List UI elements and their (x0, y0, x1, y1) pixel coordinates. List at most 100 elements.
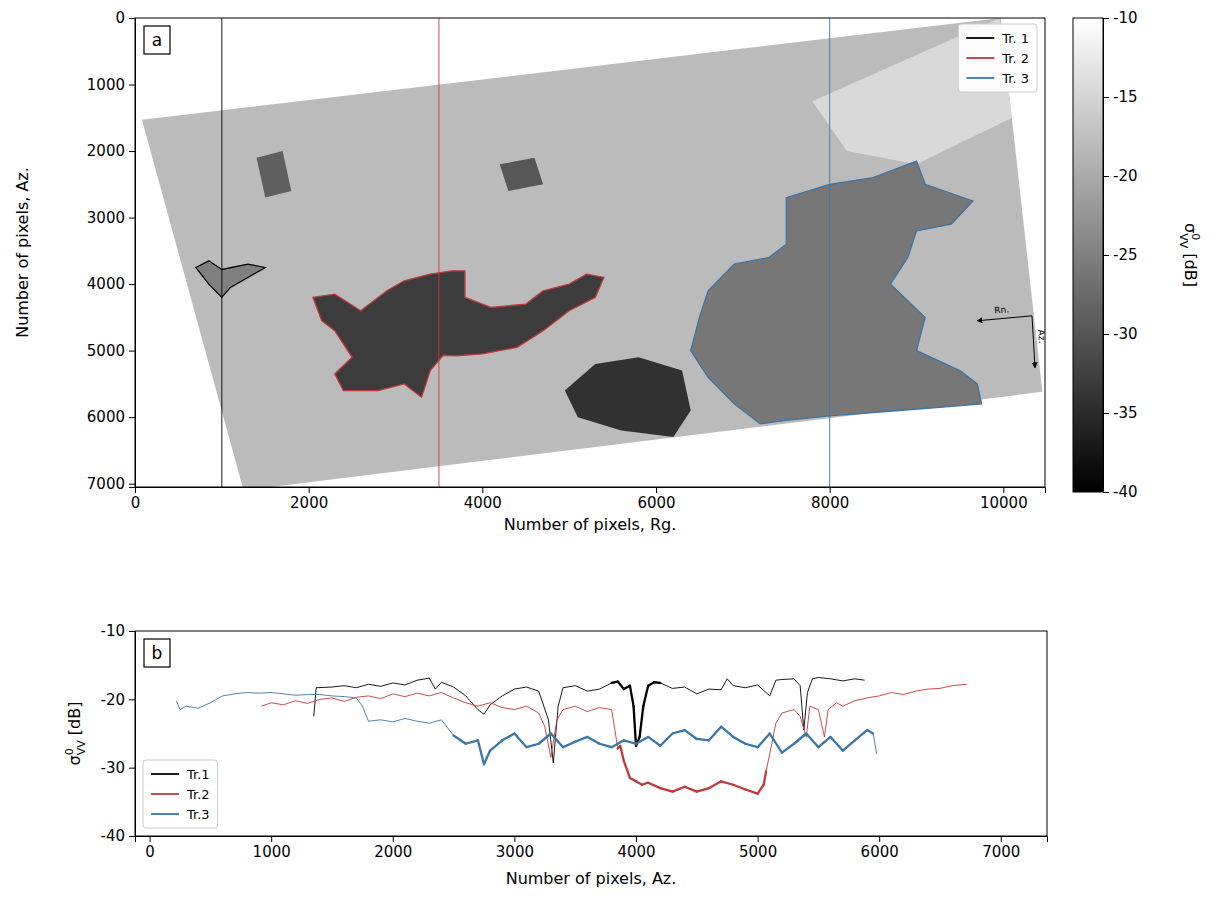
series-segment-inside (636, 737, 648, 744)
tick-mark (309, 487, 310, 493)
tick: 4000 (617, 836, 655, 861)
series-segment-inside (831, 737, 843, 751)
tick-mark (129, 836, 135, 837)
series-segment-inside (758, 734, 770, 748)
series-segment-inside (672, 787, 684, 792)
tick: -25 (1103, 246, 1138, 264)
slick-outline (313, 271, 604, 397)
tick-label: 0 (131, 494, 141, 512)
legend-label: Tr.1 (186, 767, 210, 782)
tick: 2000 (87, 142, 135, 160)
tick-mark (1001, 836, 1002, 842)
axis-line (129, 19, 136, 488)
panel-label: b (144, 639, 170, 667)
sar-image (142, 18, 1042, 487)
series-segment-inside (654, 681, 660, 684)
legend: Tr. 1Tr. 2Tr. 3 (958, 24, 1037, 92)
series-segment-inside (660, 788, 672, 791)
series-segment-inside (672, 730, 684, 733)
transect-line (438, 18, 439, 487)
series-segment-inside (454, 736, 466, 744)
tick-label: -35 (1113, 404, 1138, 422)
legend-label: Tr. 3 (1001, 71, 1029, 86)
tick-label: 5000 (739, 843, 777, 861)
series-segment-inside (709, 727, 721, 741)
colorbar (1073, 18, 1103, 492)
tick-label: 1000 (87, 76, 125, 94)
tick-label: -10 (101, 622, 126, 640)
series-segment-inside (685, 730, 697, 739)
series-segment-inside (575, 737, 587, 742)
tick-label: 0 (115, 9, 125, 27)
tick-label: 4000 (617, 843, 655, 861)
tick: 1000 (87, 76, 135, 94)
tick: -30 (1103, 325, 1138, 343)
tick: -20 (1103, 167, 1138, 185)
tick-label: 2000 (374, 843, 412, 861)
series-segment-inside (490, 740, 502, 750)
axis: -40-30-20-10 (101, 622, 136, 845)
series-segment-inside (697, 739, 709, 740)
tick-label: -40 (101, 827, 126, 845)
tick-label: -20 (101, 691, 126, 709)
tick: 0 (131, 487, 141, 512)
tick-mark (129, 417, 135, 418)
legend-label: Tr.3 (186, 807, 210, 822)
legend-swatch (151, 773, 179, 775)
series-segment-inside (630, 686, 634, 707)
series-segment-inside (640, 706, 644, 737)
slick-outline (691, 161, 982, 424)
tick-label: 0 (145, 843, 155, 861)
tick-label: 7000 (87, 475, 125, 493)
tick: 6000 (861, 836, 899, 861)
tick-mark (1003, 487, 1004, 493)
image-region (257, 151, 292, 198)
tick-mark (1103, 255, 1109, 256)
series-segment-inside (745, 744, 757, 747)
tick-mark (129, 351, 135, 352)
series-segment-inside (721, 781, 733, 784)
tick: -10 (1103, 9, 1138, 27)
tick: -20 (101, 691, 136, 709)
plot-area (142, 18, 1042, 487)
panel-label: a (144, 26, 170, 54)
panel-label-text: b (152, 643, 163, 663)
axis: -40-35-30-25-20-15-10 (1103, 9, 1138, 501)
tick-mark (514, 836, 515, 842)
tick-label: 3000 (87, 209, 125, 227)
tick-mark (758, 836, 759, 842)
series-line (176, 693, 876, 765)
tick-mark (129, 484, 135, 485)
series-segment-inside (648, 783, 660, 788)
axis-title: σ0VV[dB] (1177, 223, 1202, 287)
series-segment-inside (612, 740, 624, 747)
axis: 01000200030004000500060007000 (87, 9, 136, 493)
legend-swatch (966, 57, 994, 59)
tick-mark (1103, 176, 1109, 177)
axis-title-subscript: VV (75, 740, 88, 756)
legend-swatch (966, 77, 994, 79)
tick-label: -25 (1113, 246, 1138, 264)
series-segment-inside (618, 682, 624, 690)
x-axis-title: Number of pixels, Az. (506, 869, 677, 888)
series-segment-inside (620, 746, 624, 761)
series-segment-inside (634, 706, 636, 746)
annotation: Az. (1036, 329, 1047, 344)
axis-line (129, 632, 136, 837)
tick-mark (636, 836, 637, 842)
tick-mark (129, 768, 135, 769)
series-segment-inside (733, 737, 745, 744)
arrow (977, 316, 1032, 321)
tick: 10000 (980, 487, 1028, 512)
series-segment-inside (794, 734, 806, 744)
series-segment-inside (764, 771, 766, 785)
tick-mark (656, 487, 657, 493)
tick: 0 (145, 836, 155, 861)
plot-frame (135, 18, 1045, 487)
tick-label: -40 (1113, 483, 1138, 501)
tick: -10 (101, 622, 136, 640)
tick: -35 (1103, 404, 1138, 422)
chart-container: 0200040006000800010000010002000300040005… (0, 0, 1231, 920)
axis-title-symbol: σ (65, 755, 84, 765)
series-segment-inside (527, 744, 539, 747)
